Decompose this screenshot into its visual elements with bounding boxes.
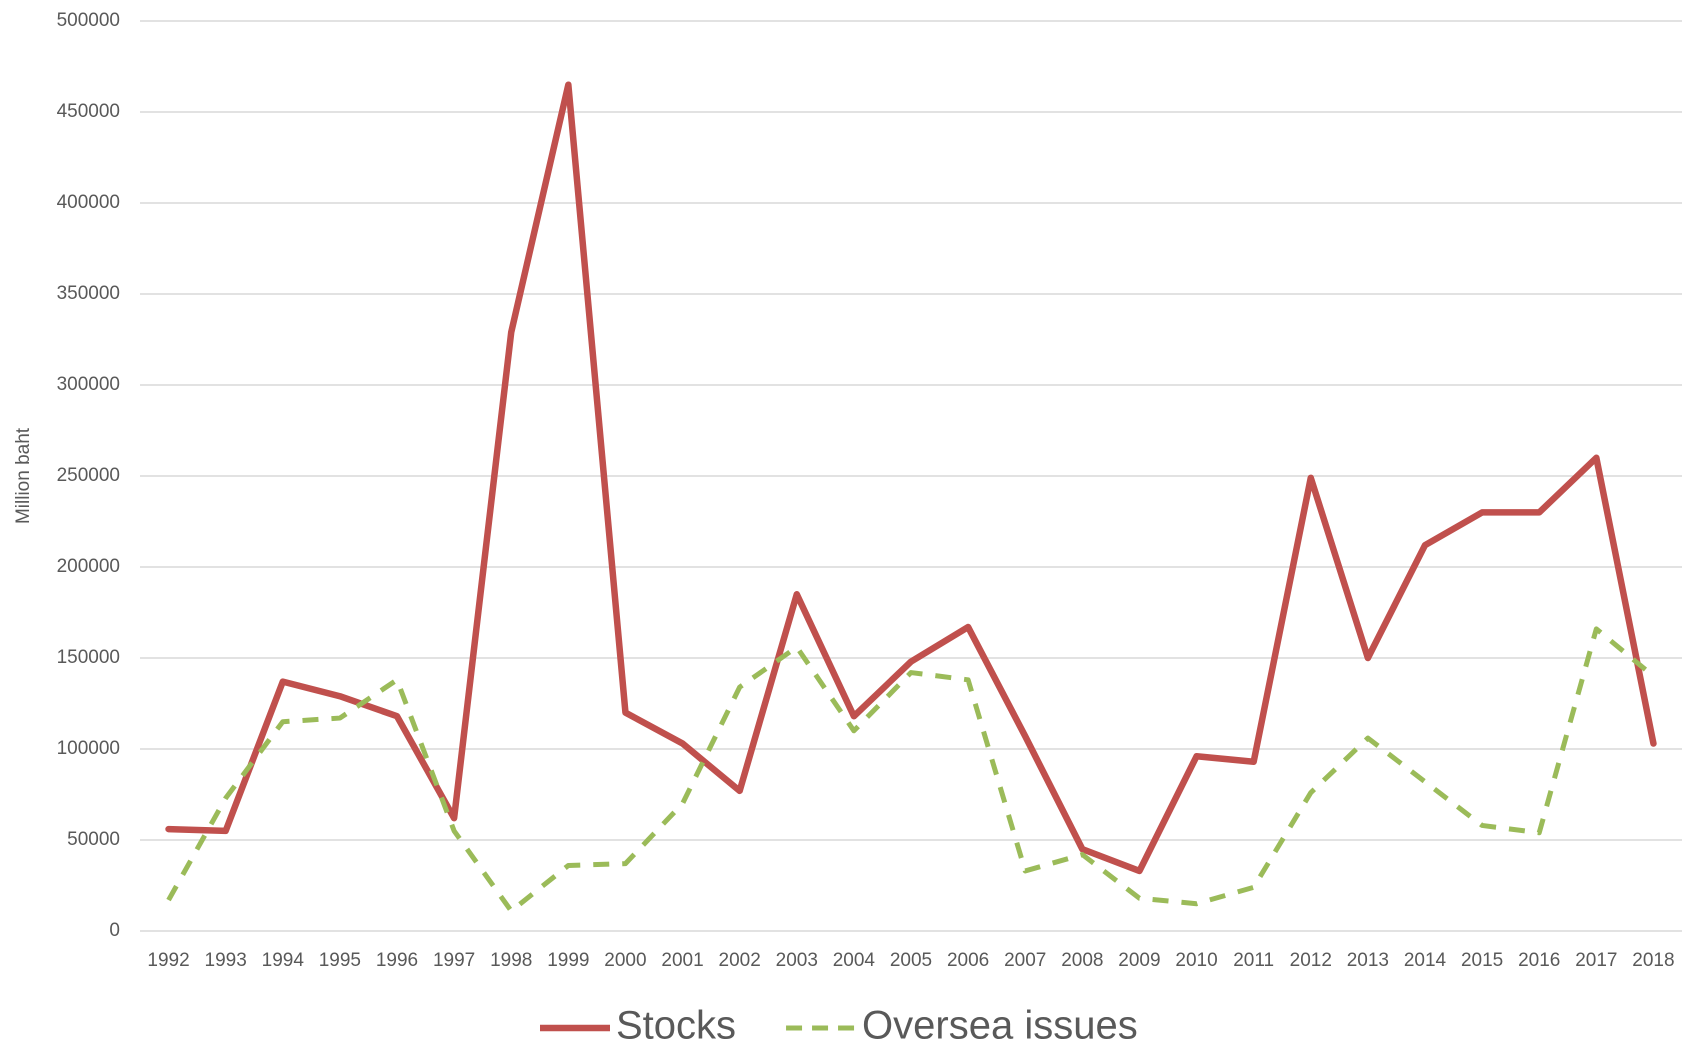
x-tick-label: 1992 <box>147 950 189 971</box>
x-tick-label: 2006 <box>947 950 989 971</box>
y-tick-label: 400000 <box>57 192 120 213</box>
x-tick-label: 2016 <box>1518 950 1560 971</box>
legend-label: Oversea issues <box>862 1004 1138 1048</box>
x-tick-label: 2009 <box>1118 950 1160 971</box>
x-tick-label: 2010 <box>1175 950 1217 971</box>
legend-label: Stocks <box>616 1004 736 1048</box>
x-tick-label: 1996 <box>376 950 418 971</box>
x-tick-label: 2013 <box>1347 950 1389 971</box>
series-line <box>166 626 1656 914</box>
x-tick-label: 2002 <box>719 950 761 971</box>
y-tick-label: 250000 <box>57 465 120 486</box>
y-tick-label: 450000 <box>57 101 120 122</box>
x-tick-label: 2017 <box>1575 950 1617 971</box>
x-tick-label: 2015 <box>1461 950 1503 971</box>
x-tick-label: 1994 <box>262 950 305 971</box>
x-tick-label: 1993 <box>205 950 247 971</box>
x-tick-label: 1998 <box>490 950 532 971</box>
x-tick-label: 1995 <box>319 950 361 971</box>
y-tick-label: 150000 <box>57 647 120 668</box>
x-tick-label: 2014 <box>1404 950 1447 971</box>
y-tick-label: 100000 <box>57 738 120 759</box>
y-tick-label: 350000 <box>57 283 120 304</box>
x-tick-label: 2000 <box>604 950 646 971</box>
y-axis-label: Million baht <box>13 427 34 524</box>
x-tick-label: 2008 <box>1061 950 1103 971</box>
x-tick-label: 2005 <box>890 950 932 971</box>
y-tick-label: 200000 <box>57 556 120 577</box>
x-tick-label: 2011 <box>1233 950 1274 971</box>
series-line <box>165 81 1657 875</box>
x-tick-label: 2004 <box>833 950 876 971</box>
y-tick-label: 50000 <box>67 829 120 850</box>
x-tick-label: 2012 <box>1290 950 1332 971</box>
y-tick-label: 500000 <box>57 10 120 31</box>
x-tick-label: 2003 <box>776 950 818 971</box>
x-tick-label: 1997 <box>433 950 475 971</box>
y-tick-label: 300000 <box>57 374 120 395</box>
y-tick-label: 0 <box>109 920 120 941</box>
x-tick-label: 1999 <box>547 950 589 971</box>
x-tick-label: 2018 <box>1632 950 1674 971</box>
x-tick-label: 2001 <box>661 950 703 971</box>
x-tick-label: 2007 <box>1004 950 1046 971</box>
